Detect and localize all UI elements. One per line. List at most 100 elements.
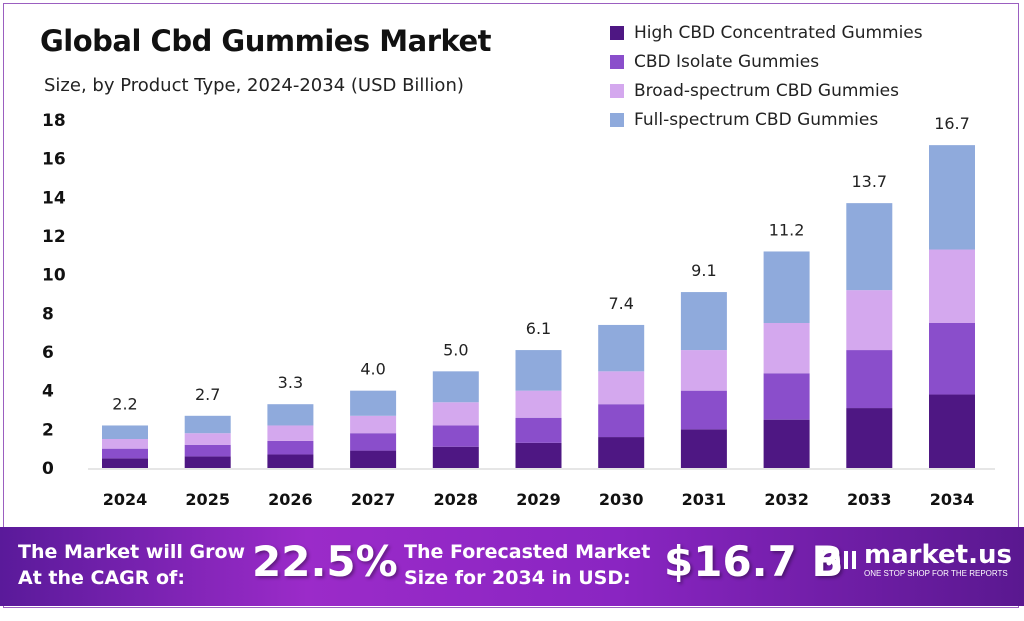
logo-tagline: ONE STOP SHOP FOR THE REPORTS [864, 569, 1008, 578]
bar-segment [267, 425, 314, 441]
bar-segment [350, 415, 397, 434]
legend-label: Broad-spectrum CBD Gummies [634, 80, 900, 101]
bar-segment [432, 446, 479, 468]
y-tick-label: 4 [42, 382, 54, 402]
bar-segment [102, 448, 148, 459]
bar-segment [515, 417, 562, 443]
y-tick-label: 0 [42, 459, 54, 479]
bar-segment [680, 390, 727, 430]
bar-segment [846, 203, 893, 291]
bar-segment [350, 433, 397, 451]
forecast-label: The Forecasted Market Size for 2034 in U… [404, 539, 650, 591]
legend-item: Full-spectrum CBD Gummies [610, 105, 923, 134]
legend-label: CBD Isolate Gummies [634, 51, 820, 72]
bar-segment [598, 324, 645, 372]
bar-segment [184, 456, 231, 468]
legend-swatch [610, 112, 624, 127]
forecast-label-line1: The Forecasted Market [404, 541, 651, 563]
y-tick-label: 18 [42, 111, 66, 131]
bar-segment [598, 371, 645, 405]
bar-segment [929, 145, 975, 250]
chart-title: Global Cbd Gummies Market [40, 24, 492, 58]
bar-segment [267, 454, 314, 468]
x-tick-label: 2032 [764, 490, 809, 509]
bar-segment [184, 433, 231, 445]
cagr-value: 22.5% [252, 537, 398, 586]
bar-segment [267, 440, 314, 455]
x-tick-label: 2033 [847, 490, 892, 509]
total-label: 5.0 [443, 340, 468, 359]
bar-segment [515, 390, 562, 418]
bar-segment [680, 350, 727, 391]
legend-swatch [610, 83, 624, 98]
market-us-logo: market.us ONE STOP SHOP FOR THE REPORTS [816, 541, 1012, 579]
legend-label: Full-spectrum CBD Gummies [634, 109, 879, 130]
logo-icon [818, 548, 856, 569]
y-tick-label: 12 [42, 227, 66, 247]
total-label: 2.7 [195, 385, 220, 404]
bar-segment [929, 249, 975, 323]
x-tick-label: 2031 [682, 490, 727, 509]
bar-segment [846, 350, 893, 409]
legend-item: CBD Isolate Gummies [610, 47, 923, 76]
total-label: 13.7 [851, 172, 887, 191]
legend: High CBD Concentrated Gummies CBD Isolate… [610, 18, 923, 134]
bar-segment [350, 450, 397, 468]
cagr-label: The Market will Grow At the CAGR of: [18, 539, 245, 591]
bar-segment [267, 404, 314, 426]
legend-item: Broad-spectrum CBD Gummies [610, 76, 923, 105]
bar-segment [184, 444, 231, 457]
total-label: 7.4 [608, 294, 633, 313]
summary-banner: The Market will Grow At the CAGR of: 22.… [0, 527, 1024, 606]
total-label: 3.3 [278, 373, 303, 392]
legend-item: High CBD Concentrated Gummies [610, 18, 923, 47]
bar-segment [432, 402, 479, 426]
bar-segment [432, 371, 479, 403]
total-label: 9.1 [691, 261, 716, 280]
total-label: 4.0 [360, 360, 385, 379]
bar-segment [350, 390, 397, 416]
legend-swatch [610, 25, 624, 40]
forecast-value: $16.7 B [664, 537, 844, 586]
total-label: 11.2 [769, 220, 805, 239]
bar-segment [763, 323, 810, 374]
x-tick-label: 2029 [516, 490, 561, 509]
bar-segment [515, 442, 562, 468]
bar-segment [102, 439, 148, 449]
bar-segment [515, 350, 562, 391]
x-tick-label: 2027 [351, 490, 396, 509]
forecast-label-line2: Size for 2034 in USD: [404, 567, 631, 589]
bar-segment [432, 425, 479, 447]
cagr-label-line1: The Market will Grow [18, 541, 246, 563]
chart-subtitle: Size, by Product Type, 2024-2034 (USD Bi… [44, 75, 464, 96]
bar-segment [763, 251, 810, 323]
bar-segment [680, 429, 727, 468]
x-tick-label: 2028 [434, 490, 479, 509]
x-tick-label: 2025 [185, 490, 230, 509]
cagr-label-line2: At the CAGR of: [18, 567, 185, 589]
bar-segment [929, 394, 975, 468]
logo-name: market.us [864, 540, 1012, 570]
bar-segment [929, 323, 975, 395]
x-tick-label: 2030 [599, 490, 644, 509]
chart-frame [3, 3, 1019, 608]
x-tick-label: 2026 [268, 490, 313, 509]
bar-segment [102, 425, 148, 439]
legend-label: High CBD Concentrated Gummies [634, 22, 923, 43]
total-label: 2.2 [112, 394, 137, 413]
legend-swatch [610, 54, 624, 69]
total-label: 16.7 [934, 114, 970, 133]
y-tick-label: 6 [42, 343, 54, 363]
bar-segment [680, 292, 727, 351]
bar-segment [846, 408, 893, 468]
y-tick-label: 8 [42, 304, 54, 324]
y-tick-label: 16 [42, 150, 66, 170]
y-tick-label: 14 [42, 188, 66, 208]
bar-segment [763, 373, 810, 420]
x-tick-label: 2034 [930, 490, 975, 509]
x-tick-label: 2024 [103, 490, 148, 509]
bar-chart: 0 2 4 6 8 10 12 14 16 18 2.2 2024 2.7 2025 3.3 2026 4.0 2… [42, 111, 995, 509]
y-tick-label: 2 [42, 420, 54, 440]
bar-segment [102, 458, 148, 468]
bar-segment [846, 290, 893, 351]
